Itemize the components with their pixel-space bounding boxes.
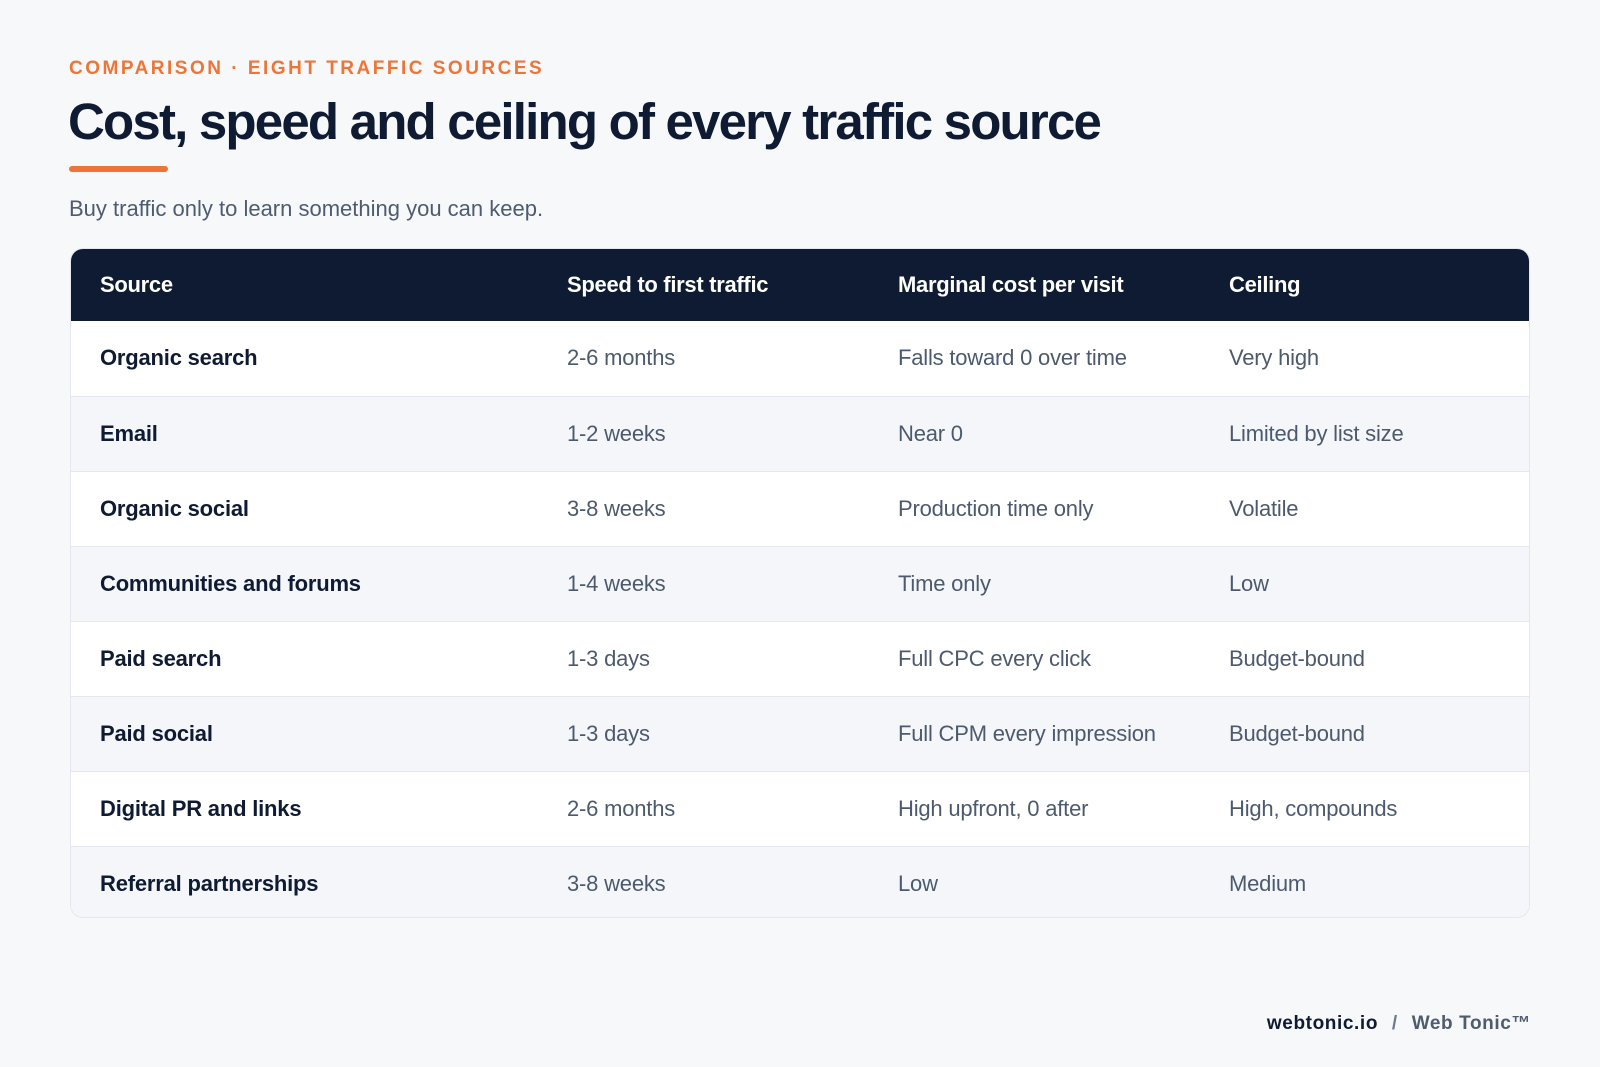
cell-cost: Full CPM every impression: [898, 720, 1156, 746]
cell-speed: 2-6 months: [567, 345, 676, 371]
cell-ceiling: Budget-bound: [1229, 720, 1365, 746]
column-header-cost: Marginal cost per visit: [898, 272, 1124, 297]
table-row: Email 1-2 weeks Near 0 Limited by list s…: [71, 396, 1529, 471]
table-row: Organic social 3-8 weeks Production time…: [71, 471, 1529, 546]
table-row: Referral partnerships 3-8 weeks Low Medi…: [71, 846, 1529, 917]
cell-cost: Full CPC every click: [898, 645, 1091, 671]
table-header-row: Source Speed to first traffic Marginal c…: [71, 249, 1529, 321]
table-header: Source Speed to first traffic Marginal c…: [71, 249, 1529, 321]
cell-ceiling: Very high: [1229, 345, 1319, 371]
footer-brand: Web Tonic™: [1411, 1013, 1531, 1034]
table-row: Organic search 2-6 months Falls toward 0…: [71, 321, 1529, 396]
cell-ceiling: Limited by list size: [1229, 420, 1404, 446]
comparison-table: Source Speed to first traffic Marginal c…: [71, 249, 1529, 917]
table-row: Paid search 1-3 days Full CPC every clic…: [71, 621, 1529, 696]
table-row: Paid social 1-3 days Full CPM every impr…: [71, 696, 1529, 771]
table-row: Digital PR and links 2-6 months High upf…: [71, 771, 1529, 846]
cell-ceiling: High, compounds: [1229, 795, 1398, 821]
cell-ceiling: Medium: [1229, 870, 1307, 896]
page-title: Cost, speed and ceiling of every traffic…: [68, 93, 1102, 150]
cell-cost: High upfront, 0 after: [898, 795, 1089, 821]
cell-ceiling: Low: [1229, 570, 1269, 596]
cell-source: Organic search: [100, 345, 258, 371]
cell-speed: 3-8 weeks: [567, 495, 666, 521]
eyebrow-label: COMPARISON · EIGHT TRAFFIC SOURCES: [69, 58, 545, 79]
column-header-speed: Speed to first traffic: [567, 272, 769, 297]
cell-cost: Time only: [898, 570, 991, 596]
title-underline: [69, 166, 168, 172]
cell-source: Paid search: [100, 645, 222, 671]
cell-speed: 1-4 weeks: [567, 570, 666, 596]
cell-speed: 1-3 days: [567, 720, 650, 746]
cell-source: Communities and forums: [100, 570, 361, 596]
cell-cost: Production time only: [898, 495, 1094, 521]
comparison-table-card: Source Speed to first traffic Marginal c…: [70, 248, 1530, 918]
footer-domain: webtonic.io: [1266, 1013, 1379, 1034]
cell-source: Paid social: [100, 720, 213, 746]
page-subtitle: Buy traffic only to learn something you …: [69, 196, 544, 221]
cell-speed: 2-6 months: [567, 795, 676, 821]
table-body: Organic search 2-6 months Falls toward 0…: [71, 321, 1529, 917]
cell-source: Referral partnerships: [100, 870, 319, 896]
cell-source: Digital PR and links: [100, 795, 302, 821]
cell-source: Email: [100, 420, 158, 446]
column-header-source: Source: [100, 272, 173, 297]
table-row: Communities and forums 1-4 weeks Time on…: [71, 546, 1529, 621]
cell-cost: Near 0: [898, 420, 963, 446]
cell-speed: 3-8 weeks: [567, 870, 666, 896]
footer-separator: /: [1391, 1013, 1398, 1034]
footer-credit: webtonic.io / Web Tonic™: [1267, 1013, 1531, 1035]
cell-source: Organic social: [100, 495, 249, 521]
cell-cost: Low: [898, 870, 938, 896]
cell-cost: Falls toward 0 over time: [898, 345, 1127, 371]
cell-speed: 1-2 weeks: [567, 420, 666, 446]
column-header-ceiling: Ceiling: [1229, 272, 1301, 297]
cell-ceiling: Volatile: [1229, 495, 1299, 521]
cell-speed: 1-3 days: [567, 645, 650, 671]
cell-ceiling: Budget-bound: [1229, 645, 1365, 671]
